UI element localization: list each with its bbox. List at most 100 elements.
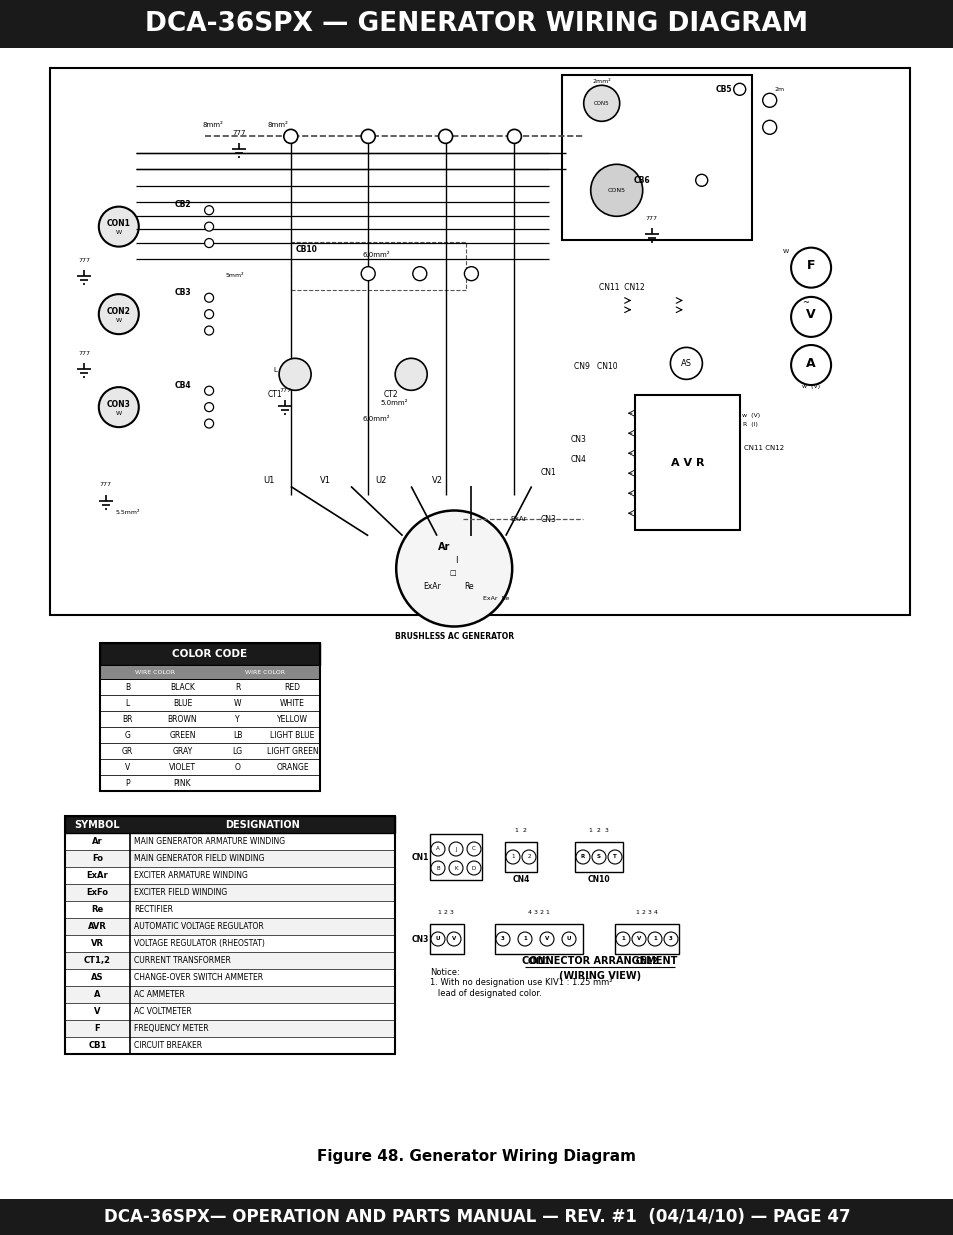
- Text: CB10: CB10: [295, 245, 317, 254]
- Circle shape: [204, 222, 213, 231]
- Text: V2: V2: [431, 477, 442, 485]
- Text: 5.5mm²: 5.5mm²: [115, 510, 140, 515]
- Text: 1: 1: [653, 936, 657, 941]
- Text: COLOR CODE: COLOR CODE: [172, 650, 247, 659]
- Bar: [65, 867, 395, 884]
- Circle shape: [467, 842, 480, 856]
- Text: LIGHT GREEN: LIGHT GREEN: [267, 746, 318, 756]
- Text: Re: Re: [464, 582, 474, 592]
- Text: R: R: [580, 855, 584, 860]
- Text: CN11  CN12: CN11 CN12: [598, 283, 644, 293]
- Text: CN4: CN4: [512, 874, 529, 883]
- Text: ExAr: ExAr: [87, 871, 109, 881]
- Text: LB: LB: [233, 730, 242, 740]
- Text: CN11: CN11: [527, 956, 550, 966]
- Bar: [65, 952, 395, 969]
- Text: Fo: Fo: [91, 853, 103, 863]
- Text: O: O: [234, 762, 240, 772]
- Text: CN9   CN10: CN9 CN10: [574, 362, 618, 370]
- Circle shape: [395, 358, 427, 390]
- Circle shape: [592, 850, 605, 864]
- Text: ~: ~: [801, 299, 809, 308]
- Text: 6.0mm²: 6.0mm²: [362, 416, 390, 422]
- Text: WIRE COLOR: WIRE COLOR: [135, 669, 174, 674]
- Circle shape: [761, 94, 776, 107]
- Text: CN3: CN3: [540, 515, 557, 524]
- Text: W: W: [782, 249, 788, 254]
- Circle shape: [99, 294, 138, 335]
- Circle shape: [204, 206, 213, 215]
- Text: LG: LG: [233, 746, 242, 756]
- Text: 6.0mm²: 6.0mm²: [362, 252, 390, 258]
- Circle shape: [607, 850, 621, 864]
- Text: W: W: [115, 411, 122, 416]
- Circle shape: [449, 861, 462, 876]
- Circle shape: [496, 932, 510, 946]
- Circle shape: [561, 932, 576, 946]
- Text: CB2: CB2: [174, 200, 192, 209]
- Text: CN12: CN12: [635, 956, 658, 966]
- Text: Y: Y: [235, 715, 239, 724]
- Circle shape: [413, 267, 426, 280]
- Text: L: L: [273, 367, 276, 373]
- Text: BxAr: BxAr: [510, 516, 526, 522]
- Text: V1: V1: [319, 477, 331, 485]
- Text: P: P: [125, 778, 130, 788]
- Text: CN11 CN12: CN11 CN12: [743, 445, 783, 451]
- Text: MAIN GENERATOR ARMATURE WINDING: MAIN GENERATOR ARMATURE WINDING: [133, 837, 285, 846]
- Circle shape: [204, 419, 213, 429]
- Text: FREQUENCY METER: FREQUENCY METER: [133, 1024, 209, 1032]
- Text: WHITE: WHITE: [280, 699, 305, 708]
- Circle shape: [761, 120, 776, 135]
- Text: RED: RED: [284, 683, 300, 692]
- Text: DESIGNATION: DESIGNATION: [225, 820, 299, 830]
- Bar: [561, 75, 751, 241]
- Circle shape: [733, 83, 745, 95]
- Bar: [0, 0, 953, 48]
- Text: 1  2  3: 1 2 3: [588, 827, 608, 832]
- Text: CN1: CN1: [412, 852, 429, 862]
- Text: WIRE COLOR: WIRE COLOR: [245, 669, 285, 674]
- Circle shape: [431, 842, 444, 856]
- Circle shape: [507, 130, 521, 143]
- Bar: [100, 643, 319, 664]
- Bar: [100, 664, 319, 679]
- Text: CIRCUIT BREAKER: CIRCUIT BREAKER: [133, 1041, 202, 1050]
- Text: CON2: CON2: [107, 306, 131, 316]
- Text: GRAY: GRAY: [172, 746, 193, 756]
- Text: B: B: [125, 683, 130, 692]
- Text: PINK: PINK: [173, 778, 192, 788]
- Text: ExAr: ExAr: [423, 582, 440, 592]
- Text: T: T: [613, 855, 617, 860]
- Bar: [100, 743, 319, 760]
- Text: 1  2: 1 2: [515, 827, 526, 832]
- Text: MAIN GENERATOR FIELD WINDING: MAIN GENERATOR FIELD WINDING: [133, 853, 264, 863]
- Text: V: V: [544, 936, 549, 941]
- Text: Notice:
1. With no designation use KIV1 : 1.25 mm²
   lead of designated color.: Notice: 1. With no designation use KIV1 …: [430, 968, 612, 998]
- Text: CN3: CN3: [570, 436, 586, 445]
- Bar: [65, 1020, 395, 1037]
- Circle shape: [590, 164, 642, 216]
- Text: CN1: CN1: [540, 468, 557, 477]
- Text: 3: 3: [500, 936, 504, 941]
- Text: 777: 777: [78, 351, 91, 356]
- Bar: [100, 679, 319, 695]
- Text: EXCITER FIELD WINDING: EXCITER FIELD WINDING: [133, 888, 227, 897]
- Circle shape: [670, 347, 701, 379]
- Text: Ar: Ar: [92, 837, 103, 846]
- Text: CT2: CT2: [383, 390, 398, 399]
- Text: (WIRING VIEW): (WIRING VIEW): [558, 971, 640, 981]
- Circle shape: [647, 932, 661, 946]
- Text: 8mm²: 8mm²: [203, 122, 224, 128]
- Text: VIOLET: VIOLET: [169, 762, 195, 772]
- Circle shape: [361, 130, 375, 143]
- Bar: [65, 969, 395, 986]
- Text: CONNECTOR ARRANGEMENT: CONNECTOR ARRANGEMENT: [521, 956, 677, 966]
- Circle shape: [631, 932, 645, 946]
- Bar: [100, 643, 319, 790]
- Text: 5mm²: 5mm²: [225, 273, 244, 278]
- Text: CT1,2: CT1,2: [84, 956, 111, 965]
- Text: F: F: [94, 1024, 100, 1032]
- Circle shape: [204, 326, 213, 335]
- Circle shape: [204, 310, 213, 319]
